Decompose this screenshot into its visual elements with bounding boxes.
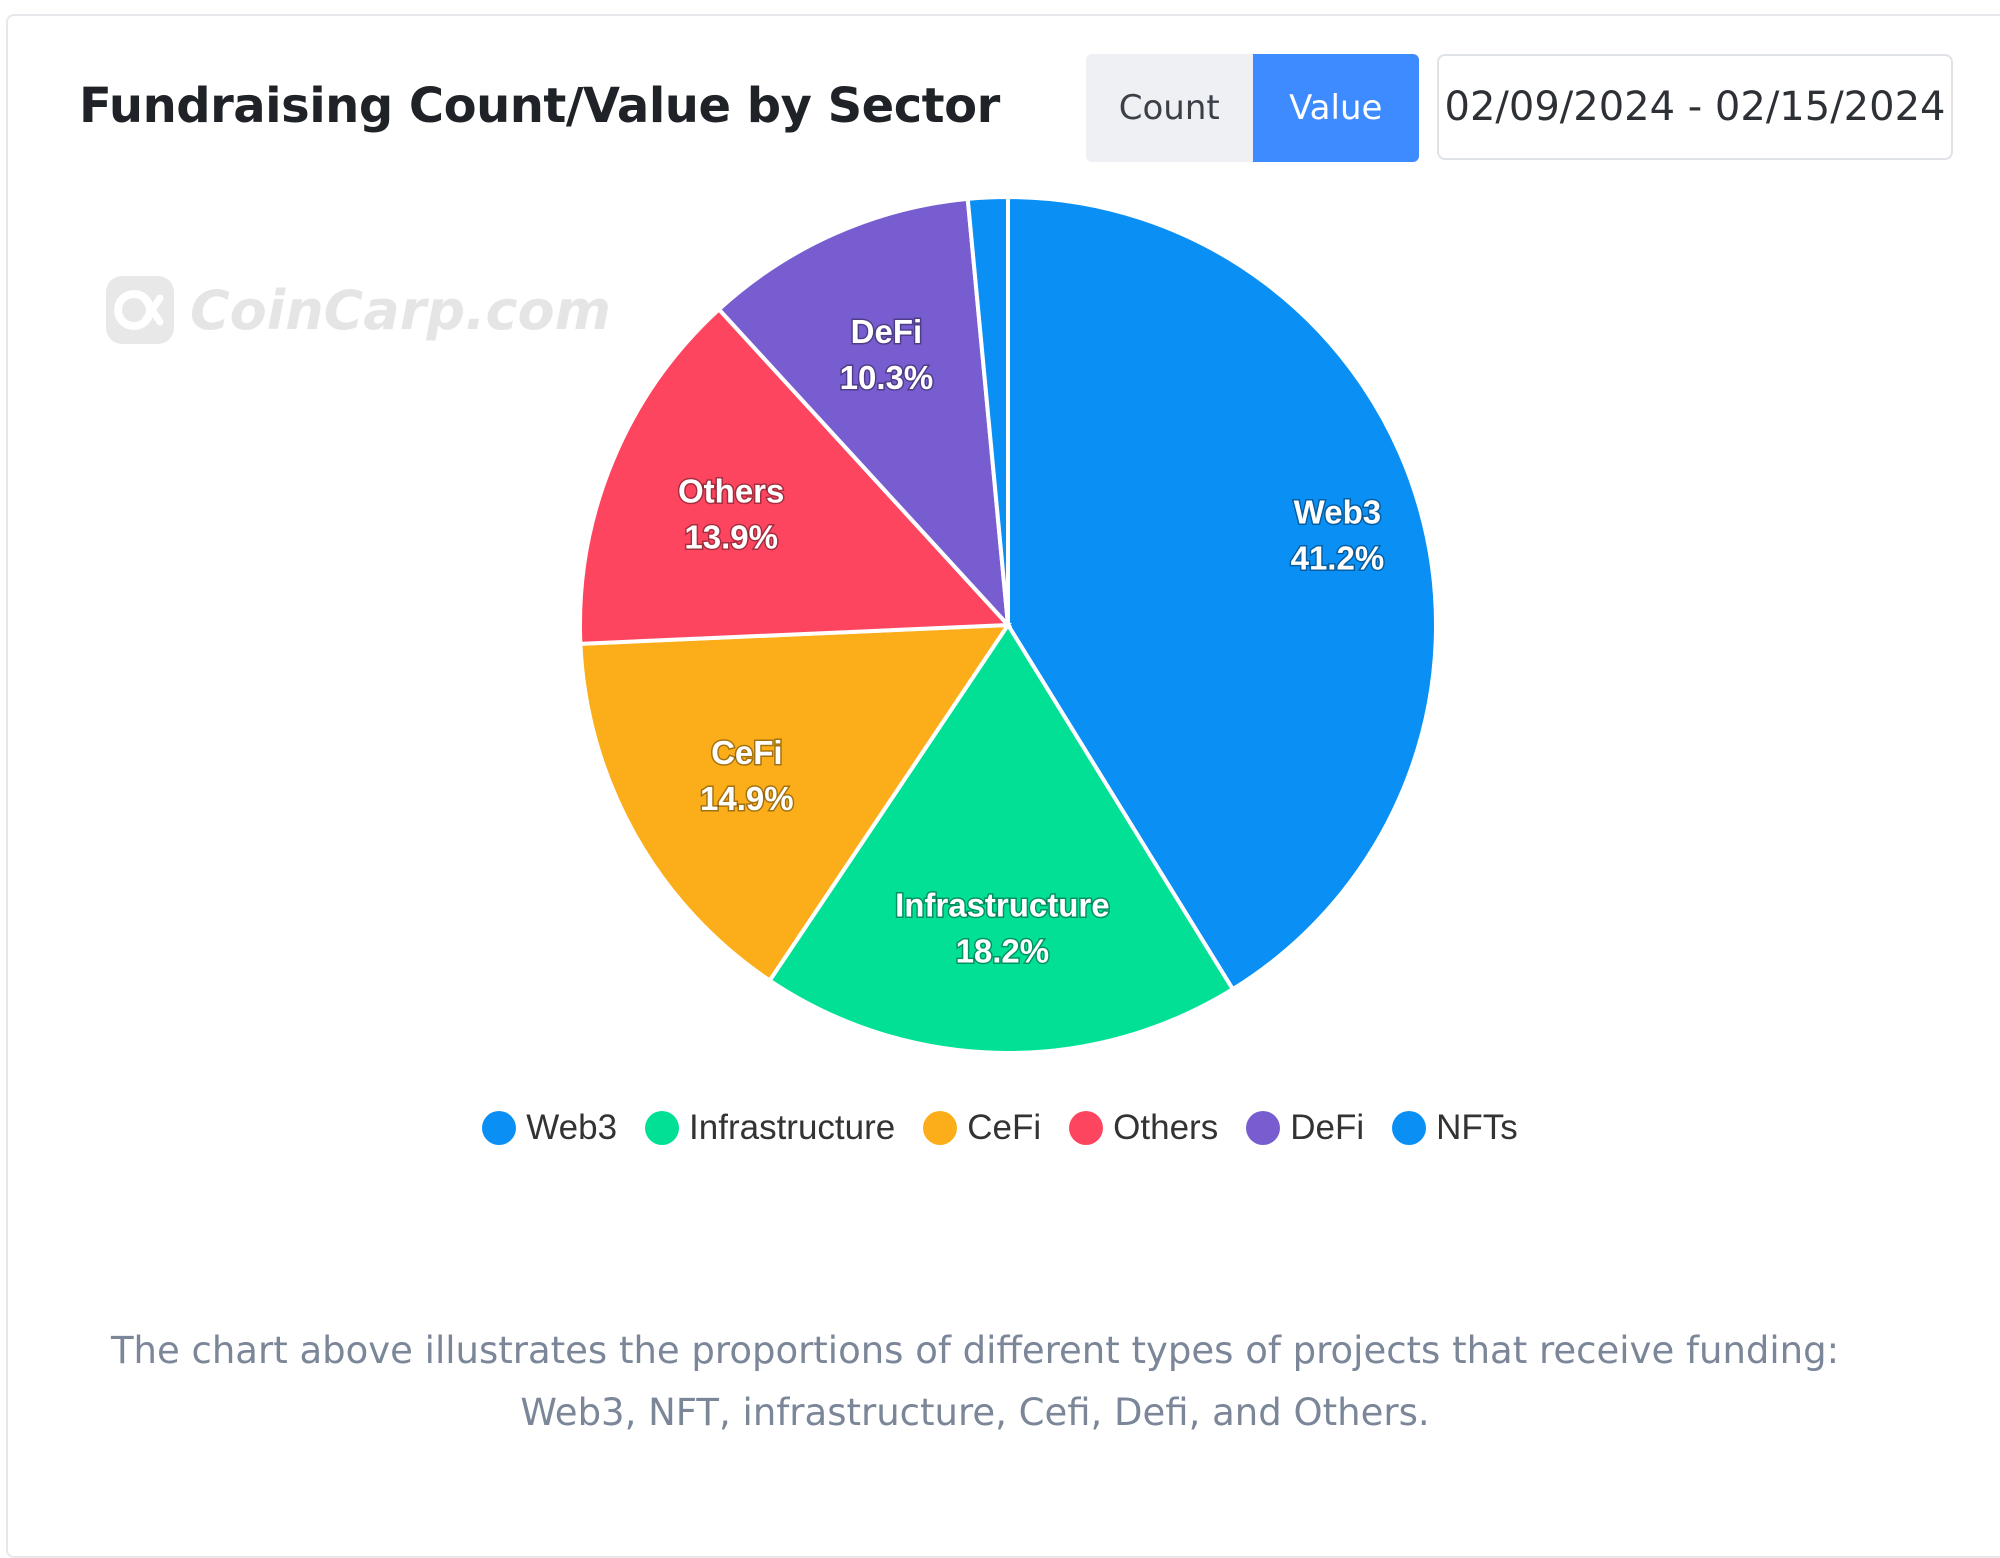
legend-dot-icon	[645, 1111, 680, 1145]
watermark-text: CoinCarp.com	[190, 278, 611, 342]
legend-item-defi[interactable]: DeFi	[1246, 1108, 1364, 1148]
slice-label-cefi: CeFi	[711, 734, 783, 771]
slice-percent-defi: 10.3%	[840, 359, 934, 396]
legend-label: Infrastructure	[689, 1108, 896, 1147]
slice-percent-others: 13.9%	[684, 518, 778, 555]
pie-slice-defi[interactable]	[716, 196, 1011, 631]
watermark: CoinCarp.com	[104, 274, 611, 346]
count-value-toggle: Count Value	[1086, 54, 1419, 162]
page-title: Fundraising Count/Value by Sector	[79, 78, 1000, 134]
chart-caption: The chart above illustrates the proporti…	[110, 1329, 1840, 1434]
legend-label: CeFi	[967, 1108, 1042, 1147]
legend-dot-icon	[1069, 1111, 1104, 1145]
legend-label: Others	[1113, 1108, 1219, 1147]
slice-label-defi: DeFi	[851, 313, 923, 350]
coincarp-logo-icon	[106, 276, 174, 344]
legend-dot-icon	[482, 1111, 517, 1145]
legend-item-cefi[interactable]: CeFi	[923, 1108, 1041, 1148]
pie-slice-infrastructure[interactable]	[766, 621, 1236, 1055]
pie-slice-web3[interactable]	[1006, 194, 1438, 992]
legend-label: DeFi	[1290, 1108, 1365, 1147]
pie-slice-cefi[interactable]	[578, 622, 1012, 984]
legend-label: NFTs	[1436, 1108, 1518, 1147]
legend-dot-icon	[1392, 1111, 1427, 1145]
slice-percent-infrastructure: 18.2%	[956, 933, 1050, 970]
count-button[interactable]: Count	[1086, 54, 1253, 162]
slice-label-web3: Web3	[1294, 494, 1381, 531]
legend-item-infrastructure[interactable]: Infrastructure	[645, 1108, 895, 1148]
slice-label-infrastructure: Infrastructure	[895, 887, 1110, 924]
value-button[interactable]: Value	[1252, 54, 1419, 162]
pie-slice-others[interactable]	[578, 306, 1013, 646]
legend-item-nfts[interactable]: NFTs	[1392, 1108, 1518, 1148]
legend-dot-icon	[1246, 1111, 1281, 1145]
slice-percent-cefi: 14.9%	[700, 780, 794, 817]
legend-label: Web3	[526, 1108, 618, 1147]
pie-chart: Web3 41.2% Infrastructure 18.2% CeFi 14.9% Oth…	[578, 194, 1438, 1055]
chart-legend: Web3 Infrastructure CeFi Others DeFi NFTs	[0, 1108, 2000, 1148]
date-range-picker[interactable]: 02/09/2024 - 02/15/2024	[1437, 54, 1953, 160]
legend-item-others[interactable]: Others	[1069, 1108, 1218, 1148]
legend-item-web3[interactable]: Web3	[482, 1108, 617, 1148]
pie-slice-nfts[interactable]	[965, 194, 1010, 626]
legend-dot-icon	[923, 1111, 958, 1145]
slice-percent-web3: 41.2%	[1291, 540, 1385, 577]
slice-label-others: Others	[678, 472, 784, 509]
